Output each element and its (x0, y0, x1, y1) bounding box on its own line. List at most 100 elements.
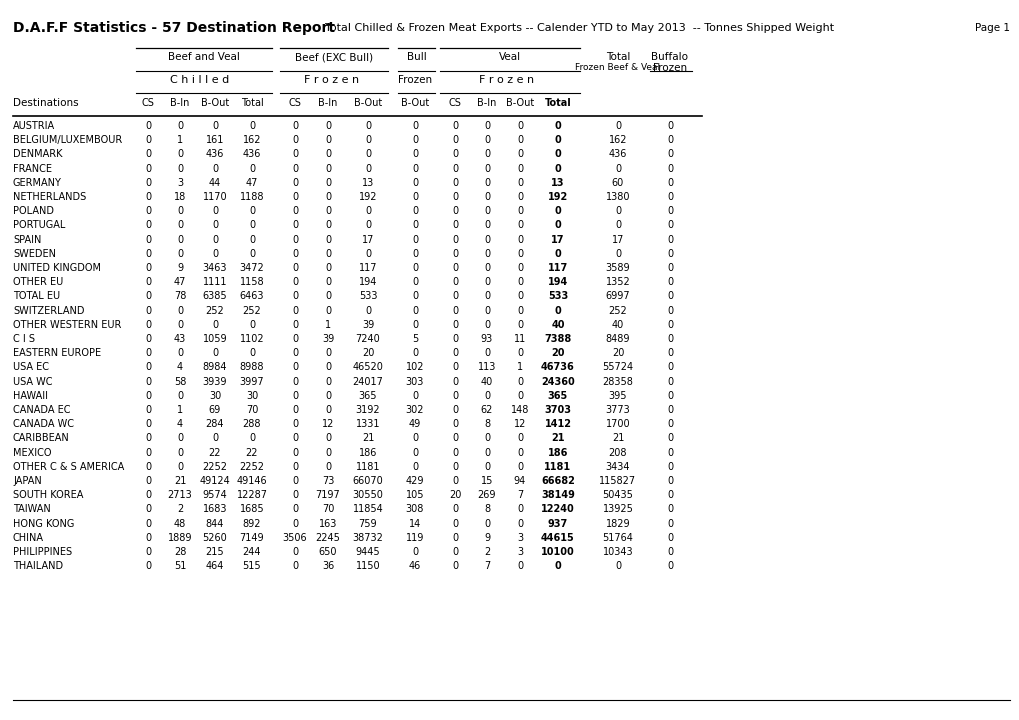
Text: 0: 0 (176, 149, 182, 159)
Text: 0: 0 (212, 235, 218, 245)
Text: 0: 0 (666, 448, 673, 458)
Text: B-Out: B-Out (354, 98, 382, 108)
Text: 0: 0 (412, 135, 418, 145)
Text: 0: 0 (412, 448, 418, 458)
Text: 0: 0 (176, 163, 182, 174)
Text: 1150: 1150 (356, 561, 380, 571)
Text: D.A.F.F Statistics - 57 Destination Report: D.A.F.F Statistics - 57 Destination Repo… (13, 21, 334, 35)
Text: CS: CS (448, 98, 461, 108)
Text: 66070: 66070 (353, 476, 383, 486)
Text: 0: 0 (291, 178, 298, 188)
Text: 40: 40 (480, 377, 492, 387)
Text: 0: 0 (176, 249, 182, 258)
Text: 0: 0 (145, 348, 151, 358)
Text: 0: 0 (412, 348, 418, 358)
Text: 0: 0 (145, 533, 151, 543)
Text: 0: 0 (554, 206, 560, 216)
Text: 0: 0 (291, 263, 298, 273)
Text: 0: 0 (325, 377, 331, 387)
Text: 30550: 30550 (353, 490, 383, 500)
Text: 303: 303 (406, 377, 424, 387)
Text: 365: 365 (547, 391, 568, 401)
Text: 3: 3 (176, 178, 182, 188)
Text: Bull: Bull (407, 52, 426, 62)
Text: Frozen Beef & Veal: Frozen Beef & Veal (575, 63, 660, 73)
Text: 0: 0 (483, 121, 489, 131)
Text: 0: 0 (483, 305, 489, 315)
Text: 0: 0 (176, 448, 182, 458)
Text: 0: 0 (451, 121, 458, 131)
Text: 0: 0 (145, 419, 151, 429)
Text: 0: 0 (666, 362, 673, 372)
Text: F r o z e n: F r o z e n (304, 75, 359, 85)
Text: 40: 40 (550, 320, 565, 330)
Text: C I S: C I S (13, 334, 35, 344)
Text: 192: 192 (547, 192, 568, 202)
Text: 1889: 1889 (167, 533, 192, 543)
Text: 650: 650 (318, 547, 337, 557)
Text: 7149: 7149 (239, 533, 264, 543)
Text: 0: 0 (325, 178, 331, 188)
Text: 119: 119 (406, 533, 424, 543)
Text: 0: 0 (291, 334, 298, 344)
Text: 3997: 3997 (239, 377, 264, 387)
Text: 0: 0 (517, 220, 523, 230)
Text: 0: 0 (145, 320, 151, 330)
Text: 1: 1 (176, 135, 182, 145)
Text: 0: 0 (145, 448, 151, 458)
Text: 0: 0 (212, 121, 218, 131)
Text: B-Out: B-Out (400, 98, 429, 108)
Text: 17: 17 (611, 235, 624, 245)
Text: 0: 0 (554, 561, 560, 571)
Text: 0: 0 (451, 391, 458, 401)
Text: 0: 0 (212, 320, 218, 330)
Text: 1059: 1059 (203, 334, 227, 344)
Text: 11: 11 (514, 334, 526, 344)
Text: 4: 4 (176, 362, 182, 372)
Text: B-In: B-In (477, 98, 496, 108)
Text: 38732: 38732 (353, 533, 383, 543)
Text: HONG KONG: HONG KONG (13, 518, 74, 528)
Text: 0: 0 (412, 220, 418, 230)
Text: Buffalo: Buffalo (651, 52, 688, 62)
Text: 0: 0 (145, 362, 151, 372)
Text: USA WC: USA WC (13, 377, 52, 387)
Text: 3939: 3939 (203, 377, 227, 387)
Text: 0: 0 (212, 220, 218, 230)
Text: 1102: 1102 (239, 334, 264, 344)
Text: 0: 0 (365, 121, 371, 131)
Text: 0: 0 (554, 135, 560, 145)
Text: 7388: 7388 (544, 334, 571, 344)
Text: 13925: 13925 (602, 505, 633, 514)
Text: 1331: 1331 (356, 419, 380, 429)
Text: 115827: 115827 (599, 476, 636, 486)
Text: Total Chilled & Frozen Meat Exports -- Calender YTD to May 2013  -- Tonnes Shipp: Total Chilled & Frozen Meat Exports -- C… (325, 23, 834, 33)
Text: 0: 0 (325, 462, 331, 472)
Text: 0: 0 (412, 206, 418, 216)
Text: 0: 0 (451, 518, 458, 528)
Text: Destinations: Destinations (13, 98, 78, 108)
Text: 0: 0 (517, 433, 523, 444)
Text: 0: 0 (145, 490, 151, 500)
Text: 0: 0 (176, 348, 182, 358)
Text: 436: 436 (206, 149, 224, 159)
Text: THAILAND: THAILAND (13, 561, 63, 571)
Text: 0: 0 (666, 220, 673, 230)
Text: 39: 39 (322, 334, 334, 344)
Text: 0: 0 (483, 277, 489, 287)
Text: TOTAL EU: TOTAL EU (13, 292, 60, 302)
Text: 0: 0 (291, 518, 298, 528)
Text: 5260: 5260 (203, 533, 227, 543)
Text: 0: 0 (483, 149, 489, 159)
Text: 62: 62 (480, 405, 493, 415)
Text: 0: 0 (483, 163, 489, 174)
Text: SWEDEN: SWEDEN (13, 249, 56, 258)
Text: 244: 244 (243, 547, 261, 557)
Text: 14: 14 (409, 518, 421, 528)
Text: 0: 0 (176, 320, 182, 330)
Text: 215: 215 (206, 547, 224, 557)
Text: 0: 0 (451, 362, 458, 372)
Text: 1352: 1352 (605, 277, 630, 287)
Text: TAIWAN: TAIWAN (13, 505, 51, 514)
Text: 0: 0 (451, 448, 458, 458)
